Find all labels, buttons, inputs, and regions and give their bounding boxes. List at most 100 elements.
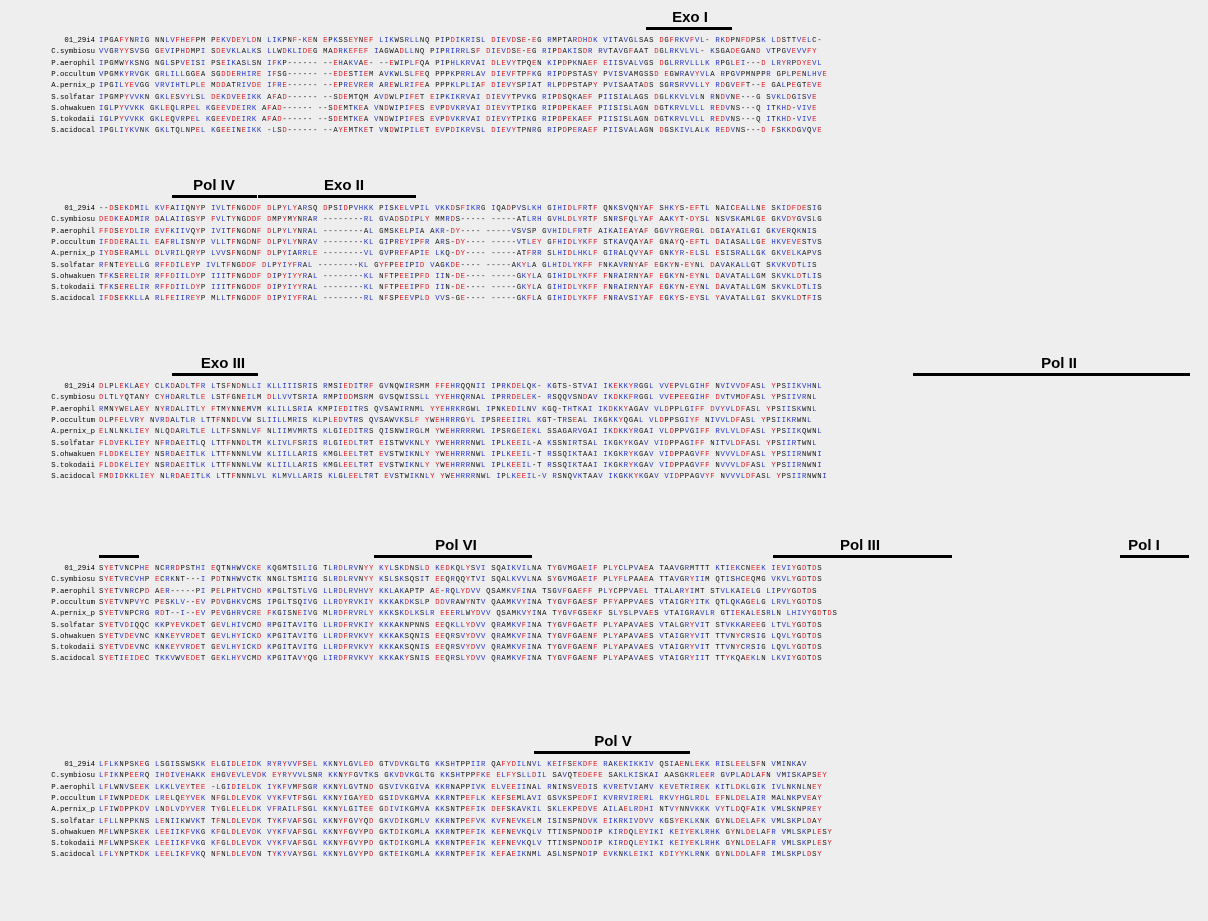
sequence-residues: SYETVNRCPD AER-----PI PELPHTVCHD KPGLTST…: [99, 587, 818, 596]
domain-bar: [99, 555, 139, 558]
sequence-name: P.aerophil: [51, 59, 95, 68]
sequence-residues: LFLLNPPKNS LENIIKWVKT TFNLDLEVDK TYKFVAF…: [99, 817, 823, 826]
sequence-name: P.aerophil: [51, 783, 95, 792]
domain-bar: [374, 555, 532, 558]
sequence-residues: IYDSERAMLL DLVRILQRYP LVVSFNGDNF DLPYIAR…: [99, 250, 823, 259]
sequence-residues: RFNTEYELLG RFFDILEYP IVLTFNGDDF DLPYIYFR…: [99, 261, 818, 270]
sequence-name: S.tokodaii: [51, 840, 95, 849]
domain-bar: [1120, 555, 1189, 558]
sequence-residues: DLPFELVRY NVRDALTLR LTTFNNDLVW SLIILLMRI…: [99, 416, 813, 425]
sequence-residues: IPGMPYVVKN GKLESVYLSL DEKDVEEIKK AFAD---…: [99, 93, 818, 102]
sequence-residues: DLTLYQTANY CYHDARLTLE LSTFGNEILM DLLVVTS…: [99, 394, 818, 403]
domain-label: Pol V: [594, 733, 632, 750]
sequence-name: P.aerophil: [51, 405, 95, 414]
sequence-name: 01_29i4: [64, 565, 95, 573]
sequence-name: S.solfatar: [51, 621, 95, 630]
sequence-name: S.tokodaii: [51, 462, 95, 471]
sequence-residues: SYETVDEVNC KNKEYVRDET GEVLHYICKD KPGITAV…: [99, 632, 823, 641]
sequence-residues: IPGAFYNRIG NNLVFHEFPM PEKVDEYLDN LIKPNF-…: [99, 37, 823, 45]
sequence-name: A.pernix_p: [51, 250, 95, 259]
sequence-name: C.symbiosu: [51, 394, 95, 403]
sequence-name: P.occultum: [51, 238, 95, 247]
sequence-residues: SYETVNPVYC PESKLV--EV PDVGHKVCMS IPGLTSQ…: [99, 598, 823, 607]
sequence-name: C.symbiosu: [51, 576, 95, 585]
sequence-name: C.symbiosu: [51, 216, 95, 225]
sequence-name: A.pernix_p: [51, 82, 95, 91]
alignment-block: Exo I 01_29i4 IPGAFYNRIG NNLVFHEFPM PEKVDE…: [0, 0, 1208, 146]
domain-label: Exo III: [200, 355, 246, 372]
alignment-block: Pol IV Exo II 01_29i4 --DSEKDMIL KVFAIIQNYP…: [0, 168, 1208, 314]
sequence-residues: SYETVNCPHE NCRRDPSTHI EQTNHWVCKE KQGMTSI…: [99, 565, 823, 573]
sequence-name: S.tokodaii: [51, 644, 95, 653]
sequence-name: P.occultum: [51, 794, 95, 803]
sequence-name: S.acidocal: [51, 851, 95, 860]
sequence-name: P.aerophil: [51, 227, 95, 236]
sequence-name: S.solfatar: [51, 261, 95, 270]
sequence-name: S.ohwakuen: [51, 632, 95, 641]
sequence-residues: IFDDERALIL EAFRLISNYP VLLTFNGDNF DLPYLYN…: [99, 238, 823, 247]
domain-label: Pol III: [839, 537, 881, 554]
sequence-name: P.occultum: [51, 70, 95, 79]
domain-label: Pol II: [1041, 355, 1077, 372]
sequence-residues: FLDDKELIEY NSRDAEITLK LTTFNNNLVW KLIILLA…: [99, 462, 823, 471]
domain-bar: [258, 195, 416, 198]
sequence-residues: FLDVEKLIEY NFRDAEITLQ LTTFNNDLTM KLIVLFS…: [99, 439, 818, 448]
sequence-residues: RMNYWELAEY NYRDALITLY FTMYNNEMVM KLILLSR…: [99, 405, 818, 414]
sequence-residues: FLDDKELIEY NSRDAEITLK LTTFNNNLVW KLIILLA…: [99, 450, 823, 459]
sequence-name: S.acidocal: [51, 473, 95, 482]
domain-bar: [773, 555, 952, 558]
domain-label: Exo II: [323, 177, 365, 194]
sequence-name: P.occultum: [51, 416, 95, 425]
sequence-name: 01_29i4: [64, 761, 95, 769]
sequence-name: 01_29i4: [64, 37, 95, 45]
sequence-name: A.pernix_p: [51, 428, 95, 437]
sequence-residues: IGLPYVVKK GKLEQVRPEL KGEEVDEIRK AFAD----…: [99, 116, 818, 125]
domain-label: Pol IV: [193, 177, 235, 194]
sequence-residues: LFLYNPTKDK LEELIKFVKQ NFNLDLEVDN TYKYVAY…: [99, 851, 823, 860]
domain-label: Pol I: [1128, 537, 1160, 554]
sequence-residues: SYETVNPCRG RDT--I--EV PEVGHRVCRE FKGISNE…: [99, 610, 838, 619]
sequence-residues: MFLWNPSKEK LEEIIKFVKG KFGLDLEVDK VYKFVAF…: [99, 840, 833, 849]
sequence-residues: LFIWNPDEDK LRELQEYVEK NFGLDLEVDK VYKFVTF…: [99, 794, 823, 803]
sequence-residues: DEDKEADMIR DALAIIGSYP FVLTYNGDDF DMPYMYN…: [99, 216, 823, 225]
domain-bar: [913, 373, 1190, 376]
domain-label: Exo I: [672, 9, 708, 26]
sequence-name: S.ohwakuen: [51, 272, 95, 281]
sequence-residues: IPGLIYKVNK GKLTQLNPEL KGEEINEIKK -LSD---…: [99, 127, 823, 136]
sequence-name: S.acidocal: [51, 655, 95, 664]
sequence-residues: ELNLNKLIEY NLQDARLTLE LLTFSNNLVF NLIIMVM…: [99, 428, 823, 437]
sequence-name: S.solfatar: [51, 439, 95, 448]
sequence-residues: FMDIDKKLIEY NLRDAEITLK LTTFNNNLVL KLMVLL…: [99, 473, 828, 482]
sequence-name: C.symbiosu: [51, 48, 95, 57]
sequence-residues: IPGMWYKSNG NGLSPVEISI PSEIKASLSN IFKP---…: [99, 59, 823, 68]
sequence-residues: SYETVDIQQC KKPYEVKDET GEVLHIVCMD RPGITAV…: [99, 621, 823, 630]
sequence-name: 01_29i4: [64, 205, 95, 213]
alignment-block: Exo III Pol II 01_29i4 DLPLEKLAEY CLKDADLTF…: [0, 346, 1208, 492]
domain-bar: [172, 195, 257, 198]
sequence-residues: SYETIEIDEC TKKVWVEDET GEKLHYVCMD KPGITAV…: [99, 655, 823, 664]
sequence-name: S.solfatar: [51, 817, 95, 826]
domain-label: Pol VI: [435, 537, 477, 554]
sequence-name: S.acidocal: [51, 127, 95, 136]
sequence-name: S.ohwakuen: [51, 450, 95, 459]
sequence-name: S.tokodaii: [51, 284, 95, 293]
sequence-residues: VVGRYYSVSG GEVIPHDMPI SDEVKLALKS LLWDKLI…: [99, 48, 818, 57]
alignment-block: Pol V 01_29i4 LFLKNPSKEG LSGISSWSKK ELGIDL…: [0, 724, 1208, 870]
sequence-name: A.pernix_p: [51, 806, 95, 815]
sequence-name: C.symbiosu: [51, 772, 95, 781]
sequence-name: S.tokodaii: [51, 116, 95, 125]
sequence-name: P.aerophil: [51, 587, 95, 596]
sequence-residues: SYETVDEVNC KNKEYVRDET GEVLHYICKD KPGITAV…: [99, 644, 823, 653]
sequence-residues: SYETVRCVHP ECRKNT---I PDTNHWVCTK NNGLTSM…: [99, 576, 823, 585]
domain-bar: [172, 373, 258, 376]
sequence-name: 01_29i4: [64, 383, 95, 391]
sequence-residues: TFKSERELIR RFFDIILDYP IIITFNGDDF DIPYIYY…: [99, 284, 823, 293]
sequence-name: S.ohwakuen: [51, 104, 95, 113]
sequence-residues: LFIKNPEERQ IHDIVEHAKK EHGVEVLEVDK EYRYVV…: [99, 772, 828, 781]
sequence-name: S.acidocal: [51, 295, 95, 304]
sequence-residues: LFIWDPPKDV LNDLVDYVER TYGLELELDK VFRAILF…: [99, 806, 823, 815]
sequence-name: S.solfatar: [51, 93, 95, 102]
sequence-name: S.ohwakuen: [51, 828, 95, 837]
alignment-block: Pol VI Pol III Pol I 01_29i4 SYETVNCPHE NCRR…: [0, 528, 1208, 674]
